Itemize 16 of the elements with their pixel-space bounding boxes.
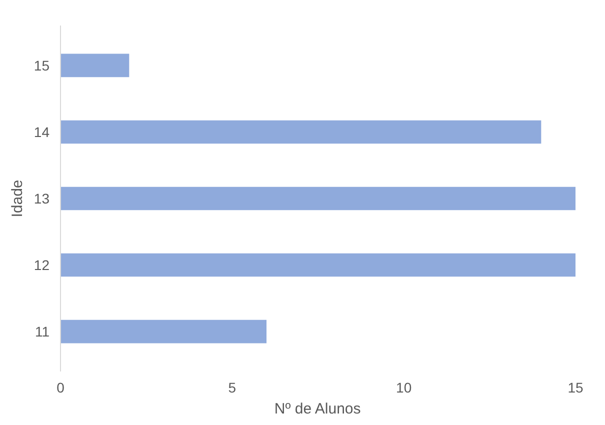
x-tick-label: 15 bbox=[568, 380, 584, 396]
bar bbox=[60, 253, 576, 277]
y-tick-label: 13 bbox=[34, 190, 50, 206]
bar bbox=[60, 320, 266, 344]
y-tick-label: 11 bbox=[34, 324, 50, 340]
bar bbox=[60, 186, 576, 210]
bar bbox=[60, 120, 542, 144]
x-tick-label: 10 bbox=[396, 380, 412, 396]
x-tick-label: 5 bbox=[228, 380, 236, 396]
bar bbox=[60, 54, 130, 78]
y-tick-label: 12 bbox=[34, 257, 50, 274]
y-tick-label: 15 bbox=[34, 57, 50, 74]
x-axis-title: Nº de Alunos bbox=[274, 400, 361, 418]
y-axis-title: Idade bbox=[8, 180, 26, 218]
y-tick-label: 14 bbox=[34, 124, 50, 140]
x-tick-label: 0 bbox=[56, 380, 65, 396]
